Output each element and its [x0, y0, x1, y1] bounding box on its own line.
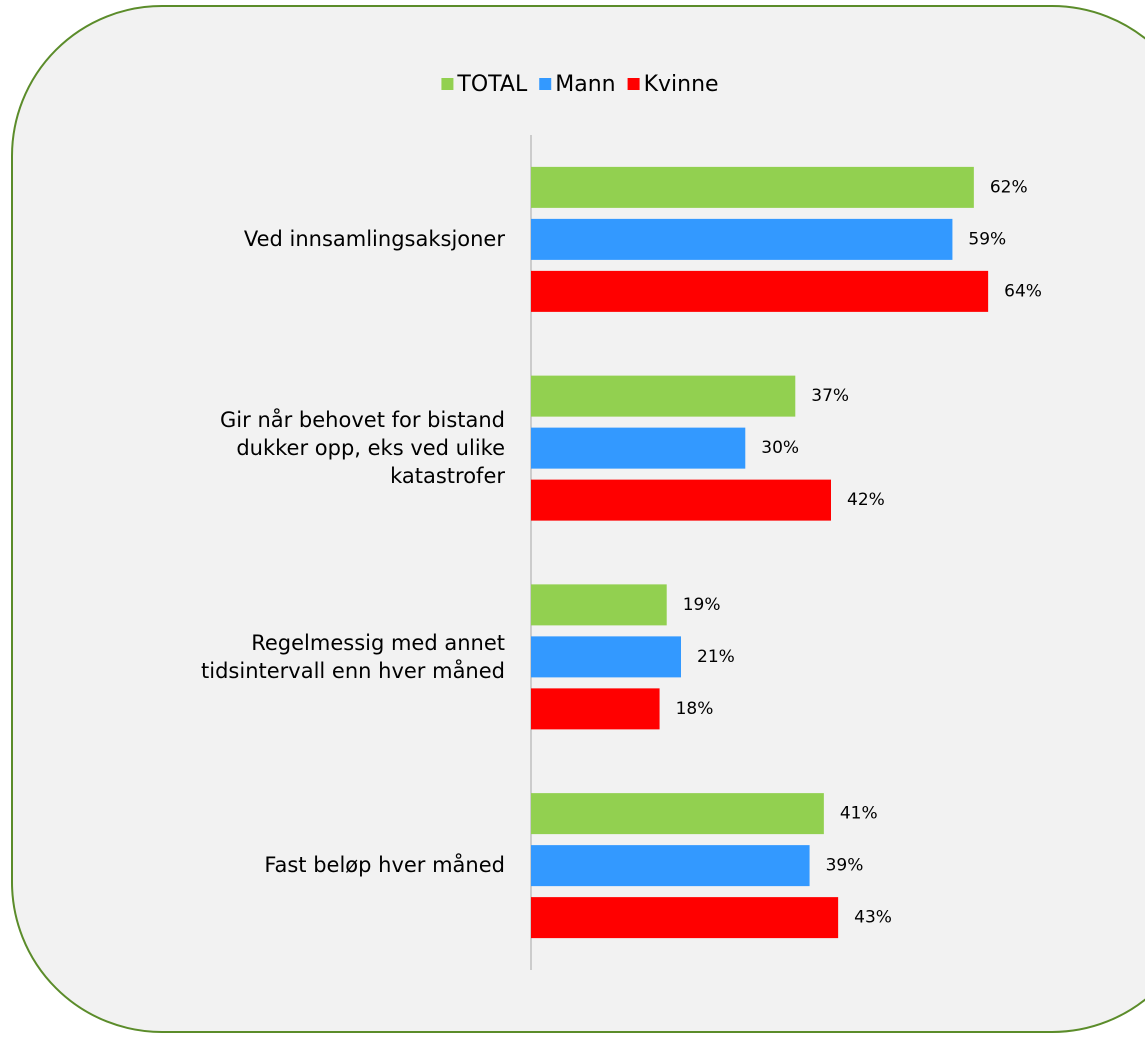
data-label: 21% [697, 647, 735, 667]
legend-label: Kvinne [644, 72, 719, 97]
data-label: 30% [761, 438, 799, 458]
category-label: Gir når behovet for bistand dukker opp, … [220, 407, 505, 489]
data-label: 18% [676, 699, 714, 719]
data-label: 37% [811, 386, 849, 406]
bar [531, 427, 746, 469]
category-label: Ved innsamlingsaksjoner [243, 227, 505, 252]
category-label: Regelmessig med annet tidsintervall enn … [201, 630, 505, 683]
bar [531, 479, 831, 521]
data-label: 64% [1004, 281, 1042, 301]
category-label-box: Ved innsamlingsaksjoner [243, 227, 505, 252]
legend-label: TOTAL [456, 72, 528, 97]
data-label: 41% [840, 804, 878, 824]
category-label: Fast beløp hver måned [264, 853, 505, 878]
data-label: 39% [826, 856, 864, 876]
bar [531, 584, 667, 626]
bar [531, 688, 660, 730]
bar [531, 845, 810, 887]
data-label: 62% [990, 177, 1028, 197]
legend-item: Kvinne [627, 72, 719, 97]
legend-label: Mann [555, 72, 615, 97]
legend-swatch [627, 78, 640, 90]
bar [531, 218, 953, 260]
data-label: 19% [683, 595, 721, 615]
legend-swatch [539, 78, 552, 90]
category-label-box: Regelmessig med annet tidsintervall enn … [201, 630, 505, 683]
data-label: 42% [847, 490, 885, 510]
bar [531, 270, 989, 312]
category-label-box: Fast beløp hver måned [264, 853, 505, 878]
bar [531, 636, 681, 678]
legend: TOTAL Mann Kvinne [441, 72, 719, 97]
bar [531, 793, 824, 835]
legend-item: TOTAL [441, 72, 528, 97]
legend-item: Mann [539, 72, 616, 97]
data-label: 59% [968, 229, 1006, 249]
category-label-box: Gir når behovet for bistand dukker opp, … [220, 407, 505, 489]
legend-swatch [441, 78, 454, 90]
data-label: 43% [854, 908, 892, 928]
bar [531, 166, 974, 208]
bar [531, 897, 839, 939]
bar [531, 375, 796, 417]
